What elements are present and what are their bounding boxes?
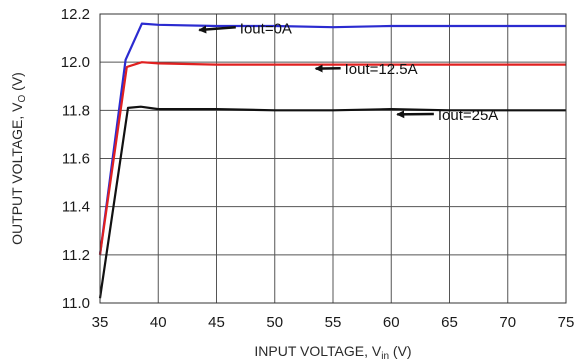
x-tick-label: 50 <box>266 314 283 331</box>
x-tick-label: 65 <box>441 314 458 331</box>
x-tick-label: 75 <box>558 314 575 331</box>
series-layer <box>98 22 566 299</box>
y-tick-label: 11.0 <box>62 295 90 312</box>
y-axis-label: OUTPUT VOLTAGE, VO (V) <box>9 72 28 245</box>
x-tick-label: 55 <box>325 314 342 331</box>
annotations: Iout=0A Iout=12.5A Iout=25A <box>198 20 498 124</box>
y-tick-labels: 11.0 11.2 11.4 11.6 11.8 12.0 12.2 <box>61 6 90 312</box>
y-tick-label: 12.0 <box>61 54 90 71</box>
y-tick-label: 11.6 <box>62 151 90 168</box>
y-tick-label: 12.2 <box>61 6 90 23</box>
x-axis-label: INPUT VOLTAGE, Vin (V) <box>254 343 411 362</box>
plot-frame <box>99 13 567 304</box>
grid-lines <box>99 13 567 304</box>
x-tick-label: 40 <box>150 314 167 331</box>
series-line-iout-12-5a <box>98 61 566 255</box>
y-tick-label: 11.8 <box>62 102 90 119</box>
x-tick-label: 45 <box>208 314 225 331</box>
series-line-iout-25a <box>98 105 566 299</box>
x-tick-label: 35 <box>92 314 109 331</box>
x-tick-label: 70 <box>499 314 516 331</box>
annotation-arrow <box>198 25 236 34</box>
annotation-label: Iout=0A <box>240 20 292 37</box>
series-line-iout-0a <box>98 22 566 255</box>
y-tick-label: 11.2 <box>62 247 90 264</box>
annotation-label: Iout=12.5A <box>345 61 418 78</box>
x-tick-labels: 35 40 45 50 55 60 65 70 75 <box>92 314 575 331</box>
annotation-label: Iout=25A <box>438 107 498 124</box>
y-tick-label: 11.4 <box>62 199 90 216</box>
x-tick-label: 60 <box>383 314 400 331</box>
